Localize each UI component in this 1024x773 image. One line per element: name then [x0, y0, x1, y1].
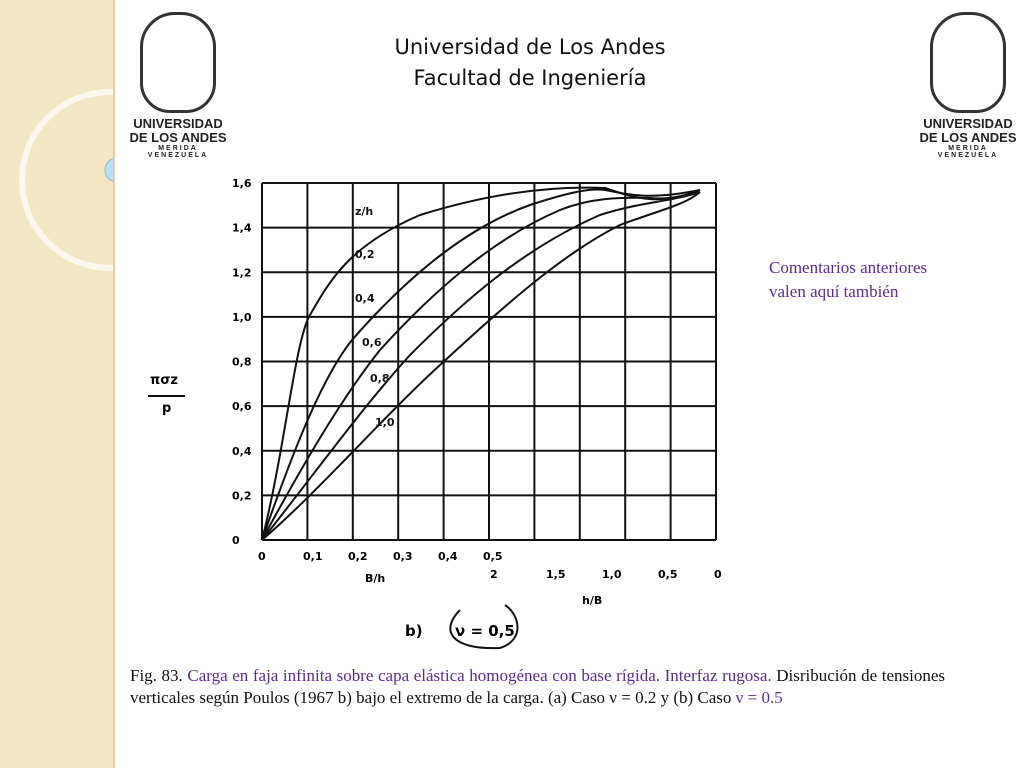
decorative-strip — [0, 0, 201, 768]
curve — [261, 191, 701, 541]
x-tick-label: 2 — [490, 568, 498, 581]
x-tick-label: 0,5 — [658, 568, 678, 581]
y-tick-label: 0,2 — [232, 489, 252, 502]
curve — [261, 188, 701, 541]
caption: Fig. 83. Carga en faja infinita sobre ca… — [130, 665, 945, 709]
caption-text: Disribución de tensiones verticales segú… — [130, 666, 946, 707]
logo-text: UNIVERSIDAD — [133, 116, 223, 131]
logo: UNIVERSIDAD DE LOS ANDES MERIDA VENEZUELA — [128, 12, 228, 159]
logo-text: MERIDA VENEZUELA — [147, 145, 209, 159]
note-line: Comentarios anteriores — [769, 258, 928, 277]
x-tick-label: 0,2 — [348, 550, 368, 563]
y-tick-label: 0,4 — [232, 445, 252, 458]
logo-text: MERIDA VENEZUELA — [937, 145, 999, 159]
curve-label: 0,6 — [362, 336, 382, 349]
logo-text: UNIVERSIDAD — [923, 116, 1013, 131]
logo-text: DE LOS ANDES — [919, 130, 1017, 145]
y-tick-label: 1,4 — [232, 222, 252, 235]
x-tick-label: 0 — [258, 550, 266, 563]
y-label: πσz — [150, 373, 178, 388]
title: Universidad de Los Andes Facultad de Inge… — [330, 32, 730, 94]
x-tick-label: 0,3 — [393, 550, 413, 563]
x-tick-label: 0,1 — [303, 550, 323, 563]
x-tick-label: 0,5 — [483, 550, 503, 563]
y-tick-label: 0,6 — [232, 400, 252, 413]
caption-text: Fig. 83. — [130, 666, 188, 685]
ellipse-mark — [449, 604, 519, 650]
curves — [261, 186, 701, 541]
y-tick-label: 0,8 — [232, 356, 252, 369]
x-tick-label: 1,0 — [602, 568, 622, 581]
logo-text: DE LOS ANDES — [129, 130, 227, 145]
title-line: Facultad de Ingeniería — [413, 66, 647, 90]
y-tick-label: 1,6 — [232, 177, 252, 190]
title-line: Universidad de Los Andes — [394, 35, 666, 59]
panel-label: b) — [405, 622, 423, 640]
caption-text: ν = 0.5 — [735, 688, 783, 707]
note-line: valen aquí también — [769, 282, 899, 301]
y-label: p — [162, 401, 171, 416]
curve-label: 0,2 — [355, 248, 375, 261]
x-tick-label: 1,5 — [546, 568, 566, 581]
y-tick-label: 0 — [232, 534, 240, 547]
x-label: h/B — [582, 594, 602, 607]
panel-note: ν = 0,5 — [455, 622, 515, 640]
x-tick-label: 0,4 — [438, 550, 458, 563]
curve-label: z/h — [355, 205, 373, 218]
x-tick-label: 0 — [714, 568, 722, 581]
curve-label: 0,4 — [355, 292, 375, 305]
curve — [261, 191, 701, 541]
x-label: B/h — [365, 572, 385, 585]
curve — [261, 189, 701, 541]
y-tick-label: 1,0 — [232, 311, 252, 324]
curve-label: 0,8 — [370, 372, 390, 385]
figure: 1,0 0,8 0,6 0,4 0,2 z/h p πσz h/B B/h 0 0,5 1,0 1,5 2 0… — [148, 177, 722, 650]
side-note: Comentarios anteriores valen aquí también — [769, 256, 927, 304]
y-tick-label: 1,2 — [232, 266, 252, 279]
curve-label: 1,0 — [375, 416, 395, 429]
caption-text: Carga en faja infinita sobre capa elásti… — [187, 666, 772, 685]
curve — [261, 186, 701, 541]
logo: UNIVERSIDAD DE LOS ANDES MERIDA VENEZUELA — [918, 12, 1018, 159]
